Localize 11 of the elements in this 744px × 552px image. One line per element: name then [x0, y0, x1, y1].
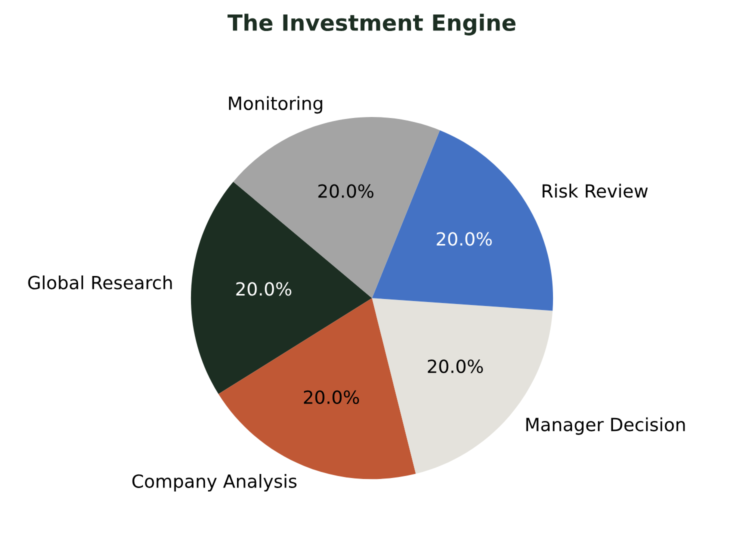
slice-label: Risk Review: [542, 184, 648, 198]
chart-title: The Investment Engine: [228, 14, 516, 36]
data-label: 20.0%: [236, 282, 292, 296]
data-label: 20.0%: [318, 184, 374, 198]
slice-label: Monitoring: [229, 96, 322, 114]
data-label: 20.0%: [428, 359, 483, 374]
slice-label: Company Analysis: [132, 474, 297, 492]
slice-label: Global Research: [28, 275, 172, 290]
data-label: 20.0%: [304, 390, 359, 404]
slice-label: Manager Decision: [526, 417, 685, 435]
data-label: 20.0%: [436, 232, 492, 246]
